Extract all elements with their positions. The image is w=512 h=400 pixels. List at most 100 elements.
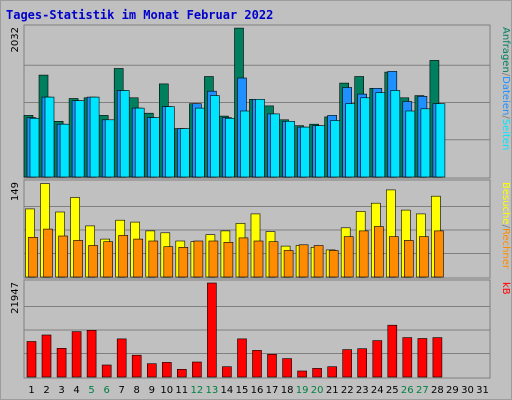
legend-traffic-kb: kB [500,282,511,295]
bar-seiten-day-19 [300,126,310,178]
bar-kb-day-4 [71,331,82,378]
bar-kb-day-19 [297,370,307,378]
x-tick-label: 26 [401,385,414,396]
bar-rechner-day-23 [358,230,369,278]
bar-seiten-day-4 [74,100,85,178]
bar-kb-day-27 [417,338,428,378]
x-tick-label: 4 [73,385,79,396]
bar-kb-day-1 [26,341,37,378]
bar-kb-day-16 [252,350,262,378]
y-max-label: 149 [10,182,21,201]
bar-rechner-day-13 [208,240,219,278]
x-tick-label: 2 [43,385,49,396]
bar-seiten-day-21 [330,120,341,178]
bar-kb-day-20 [312,368,322,378]
x-tick-label: 24 [371,385,384,396]
bar-seiten-day-2 [44,96,55,178]
bar-seiten-day-23 [360,97,371,178]
bar-kb-day-18 [282,358,292,378]
bar-kb-day-26 [402,337,413,378]
bar-rechner-day-2 [43,228,53,278]
bar-seiten-day-17 [270,113,280,178]
legend-visits-sites: Besuche/Rechner [500,182,511,270]
x-tick-label: 27 [416,385,429,396]
x-tick-label: 20 [311,385,324,396]
legend-entry: / [500,225,511,229]
bar-kb-day-5 [86,329,97,378]
x-tick-label: 5 [88,385,94,396]
bar-seiten-day-24 [375,92,386,178]
x-tick-label: 13 [206,385,219,396]
bar-seiten-day-11 [180,128,190,178]
bar-rechner-day-27 [419,236,429,278]
bar-rechner-day-26 [403,240,414,278]
bar-seiten-day-22 [345,103,356,178]
bar-rechner-day-4 [73,240,83,278]
bar-seiten-day-12 [195,107,205,178]
bar-kb-day-12 [192,361,202,378]
bar-rechner-day-6 [103,241,113,278]
x-tick-label: 28 [431,385,444,396]
bar-rechner-day-25 [388,236,399,278]
bar-seiten-day-14 [225,118,235,178]
bar-kb-day-24 [372,340,383,378]
bar-rechner-day-5 [88,245,98,278]
bar-rechner-day-15 [238,237,249,278]
bar-rechner-day-17 [268,241,279,278]
bar-rechner-day-11 [178,247,189,278]
bar-kb-day-25 [387,324,398,378]
x-tick-label: 21 [326,385,339,396]
x-tick-label: 7 [119,385,125,396]
bar-rechner-day-9 [148,240,159,278]
x-tick-label: 6 [104,385,110,396]
bar-kb-day-28 [432,337,443,378]
legend-entry: kB [500,282,511,295]
x-tick-label: 17 [266,385,279,396]
bar-kb-day-10 [162,362,172,378]
bar-kb-day-3 [56,347,67,378]
bar-rechner-day-7 [118,235,128,278]
bar-rechner-day-20 [313,245,324,278]
bar-rechner-day-21 [328,250,339,278]
x-tick-label: 18 [281,385,294,396]
bar-rechner-day-24 [373,226,384,278]
bar-rechner-day-18 [283,250,294,278]
bar-kb-day-7 [116,338,127,378]
legend-entry: / [500,115,511,119]
y-max-label: 21947 [10,282,21,314]
bar-kb-day-21 [327,366,338,378]
bar-seiten-day-10 [165,106,175,178]
bar-seiten-day-15 [240,110,250,178]
bar-kb-day-15 [237,338,247,378]
bar-rechner-day-12 [193,240,204,278]
legend-entry: Seiten [500,119,511,151]
x-tick-label: 1 [28,385,34,396]
bar-kb-day-11 [177,368,187,378]
bar-rechner-day-8 [133,238,143,278]
bar-kb-day-8 [131,354,142,378]
bar-rechner-day-22 [343,236,354,278]
bar-seiten-day-1 [29,118,40,178]
x-tick-label: 12 [191,385,204,396]
legend-entry: Besuche [500,182,511,225]
legend-entry: Rechner [500,228,511,270]
y-max-label: 2032 [10,27,21,52]
x-tick-label: 11 [175,385,188,396]
bar-rechner-day-14 [223,242,234,278]
x-tick-label: 3 [58,385,64,396]
bar-seiten-day-6 [104,119,115,178]
bar-kb-day-6 [101,364,112,378]
bar-kb-day-13 [207,282,217,378]
bar-seiten-day-25 [390,90,401,178]
x-tick-label: 23 [356,385,369,396]
bar-kb-day-23 [357,348,368,378]
legend-entry: Dateien [500,76,511,115]
bar-seiten-day-8 [134,107,145,178]
bar-seiten-day-28 [435,103,446,178]
x-tick-label: 15 [236,385,249,396]
legend-entry: / [500,73,511,77]
bar-seiten-day-13 [210,95,220,178]
bar-seiten-day-18 [285,121,295,178]
x-tick-label: 30 [461,385,474,396]
